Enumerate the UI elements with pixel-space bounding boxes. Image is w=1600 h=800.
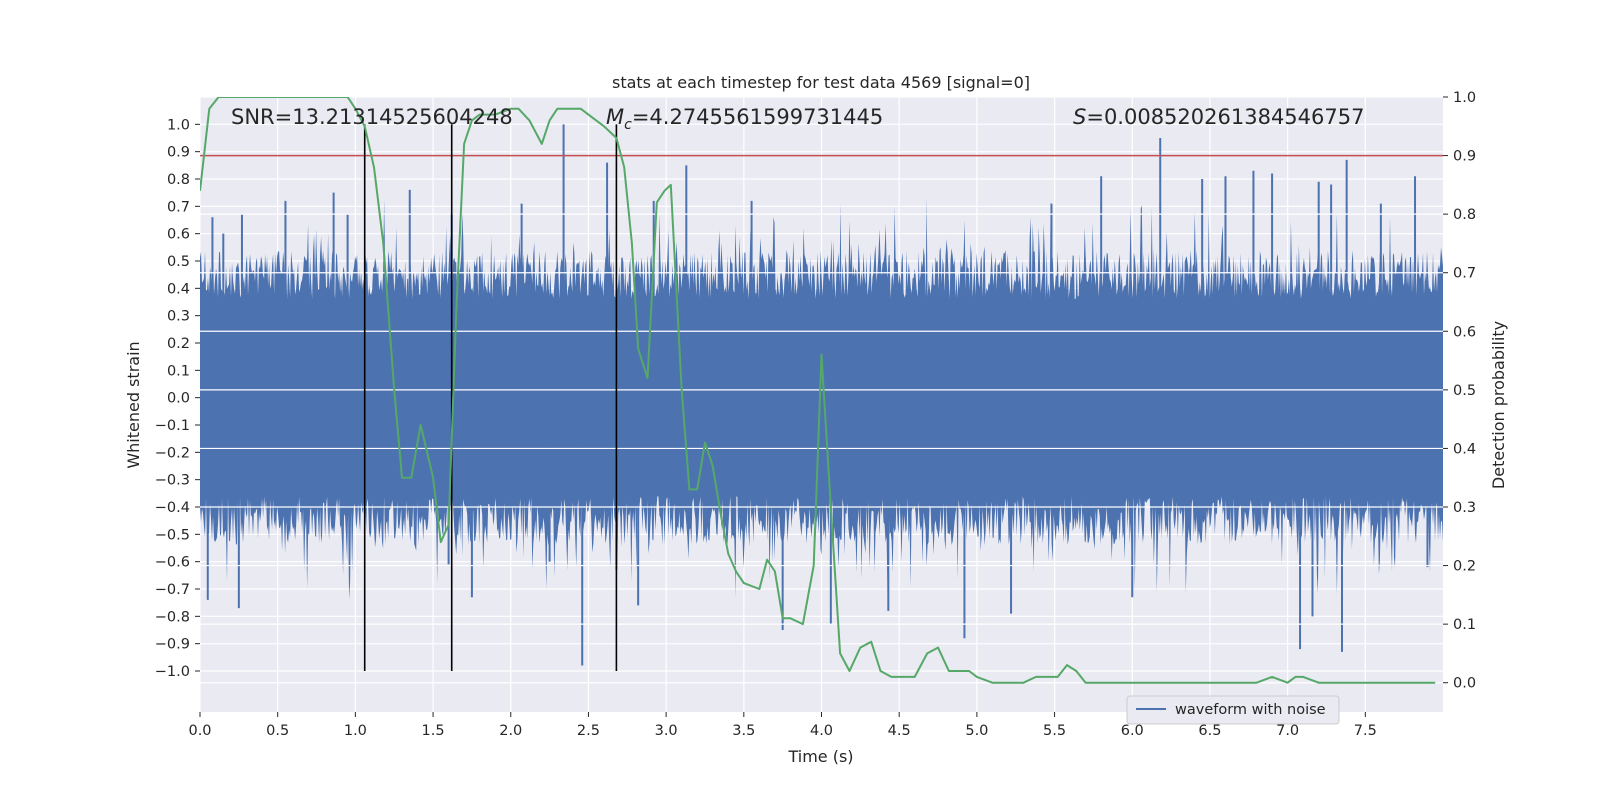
left-y-tick-label: 0.7	[167, 199, 190, 215]
left-y-tick-label: −1.0	[155, 664, 190, 680]
chirp-mass-symbol: M	[606, 105, 624, 129]
x-tick-label: 1.0	[344, 723, 367, 739]
right-y-tick-label: 1.0	[1453, 90, 1476, 106]
left-y-tick-label: −0.6	[155, 555, 190, 571]
left-y-tick-label: −0.8	[155, 609, 190, 625]
right-y-tick-label: 0.0	[1453, 676, 1476, 692]
vertical-marker-lines	[363, 124, 618, 671]
waveform-spikes	[206, 124, 1429, 666]
x-tick-label: 5.0	[965, 723, 988, 739]
x-axis-ticks: 0.0 0.5 1.0 1.5 2.0 2.5 3.0 3.5 4.0 4.5 5.0 5.5 6.0 6…	[188, 712, 1377, 739]
right-y-tick-label: 0.5	[1453, 383, 1476, 399]
x-tick-label: 4.0	[810, 723, 833, 739]
x-tick-label: 6.0	[1121, 723, 1144, 739]
x-tick-label: 7.5	[1354, 723, 1377, 739]
chart-title: stats at each timestep for test data 456…	[612, 73, 1030, 92]
right-y-tick-label: 0.6	[1453, 324, 1476, 340]
x-tick-label: 6.5	[1198, 723, 1221, 739]
right-y-tick-label: 0.4	[1453, 441, 1476, 457]
chirp-mass-value: =4.2745561599731445	[632, 105, 883, 129]
x-tick-label: 0.0	[188, 723, 211, 739]
left-y-tick-label: −0.9	[155, 637, 190, 653]
chirp-mass-subscript: c	[624, 117, 632, 133]
left-y-tick-label: −0.3	[155, 473, 190, 489]
left-y-tick-label: 0.6	[167, 227, 190, 243]
left-y-tick-label: 0.5	[167, 254, 190, 270]
x-axis-label: Time (s)	[787, 747, 853, 766]
left-y-tick-label: 0.2	[167, 336, 190, 352]
legend-label: waveform with noise	[1175, 702, 1326, 718]
snr-annotation: SNR=13.21314525604248	[231, 105, 513, 129]
right-y-tick-label: 0.2	[1453, 559, 1476, 575]
x-tick-label: 2.5	[577, 723, 600, 739]
s-statistic-value: =0.008520261384546757	[1086, 105, 1364, 129]
legend-box	[1126, 695, 1340, 725]
left-y-tick-label: 0.3	[167, 309, 190, 325]
x-tick-label: 7.0	[1276, 723, 1299, 739]
right-y-tick-label: 0.1	[1453, 617, 1476, 633]
x-tick-label: 2.0	[499, 723, 522, 739]
left-y-tick-label: −0.5	[155, 527, 190, 543]
right-y-tick-label: 0.9	[1453, 149, 1476, 165]
right-y-tick-label: 0.7	[1453, 266, 1476, 282]
left-y-tick-label: −0.1	[155, 418, 190, 434]
left-y-tick-label: 0.1	[167, 363, 190, 379]
right-y-tick-label: 0.3	[1453, 500, 1476, 516]
left-y-tick-label: 0.4	[167, 281, 190, 297]
right-y-axis-label: Detection probability	[1489, 321, 1508, 489]
left-y-tick-label: 0.0	[167, 391, 190, 407]
x-tick-label: 3.5	[732, 723, 755, 739]
chirp-mass-annotation: Mc=4.2745561599731445	[606, 105, 883, 133]
x-tick-label: 5.5	[1043, 723, 1066, 739]
left-y-tick-label: −0.2	[155, 445, 190, 461]
left-y-tick-label: −0.4	[155, 500, 190, 516]
s-statistic-annotation: S=0.008520261384546757	[1073, 105, 1364, 129]
x-tick-label: 4.5	[888, 723, 911, 739]
left-y-tick-label: 1.0	[167, 117, 190, 133]
left-y-tick-label: −0.7	[155, 582, 190, 598]
right-y-tick-label: 0.8	[1453, 207, 1476, 223]
left-y-tick-label: 0.8	[167, 172, 190, 188]
left-y-tick-label: 0.9	[167, 145, 190, 161]
x-tick-label: 0.5	[266, 723, 289, 739]
left-y-axis-ticks: 1.0 0.9 0.8 0.7 0.6 0.5 0.4 0.3 0.2 0.1 0.0 −0.1 −0.…	[155, 117, 200, 680]
left-y-axis-label: Whitened strain	[124, 341, 143, 468]
x-tick-label: 3.0	[655, 723, 678, 739]
s-statistic-symbol: S	[1073, 105, 1086, 129]
x-tick-label: 1.5	[422, 723, 445, 739]
legend: waveform with noise	[1126, 695, 1340, 725]
right-y-axis-ticks: 1.0 0.9 0.8 0.7 0.6 0.5 0.4 0.3 0.2 0.1 0.0	[1443, 90, 1476, 692]
detection-probability-series	[200, 97, 1436, 684]
